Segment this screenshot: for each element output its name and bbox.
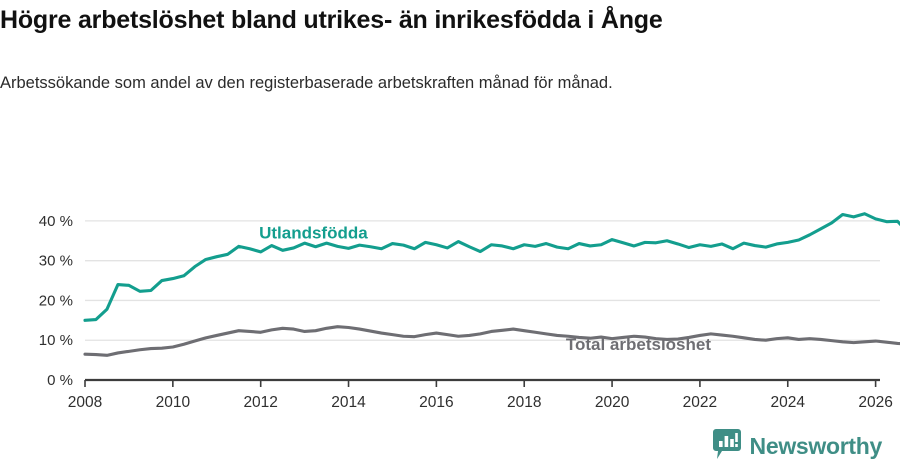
x-axis-tick-label: 2012 [243, 394, 277, 411]
x-axis-tick-label: 2022 [683, 394, 717, 411]
series-lines [83, 212, 900, 357]
x-axis-tick-label: 2014 [331, 394, 366, 411]
x-axis-tick-label: 2020 [595, 394, 630, 411]
page-title: Högre arbetslöshet bland utrikes- än inr… [0, 6, 663, 34]
x-axis-labels: 2008 2010 2012 2014 2016 2018 2020 2022 2024 2026 [68, 394, 893, 411]
series-label-total: Total arbetslöshet [566, 335, 711, 354]
gridlines [85, 220, 880, 341]
y-axis-tick-label: 30 % [39, 253, 73, 270]
x-axis-tick-label: 2010 [156, 394, 191, 411]
page-subtitle: Arbetssökande som andel av den registerb… [0, 74, 613, 92]
brand-name: Newsworthy [749, 433, 883, 459]
x-axis-tick-label: 2024 [771, 394, 806, 411]
y-axis-tick-label: 10 % [39, 332, 73, 349]
x-axis-tick-label: 2018 [507, 394, 541, 411]
y-axis-tick-label: 20 % [39, 292, 73, 309]
x-axis-tick-label: 2026 [858, 394, 892, 411]
y-axis-tick-label: 0 % [47, 372, 73, 389]
y-axis-tick-label: 40 % [39, 213, 73, 230]
series-line-total [83, 325, 900, 357]
series-inline-labels: Utlandsfödda Total arbetslöshet [259, 223, 711, 353]
y-axis-labels: 0 % 10 % 20 % 30 % 40 % [39, 213, 73, 389]
x-axis-tick-label: 2008 [68, 394, 102, 411]
x-axis [84, 378, 880, 387]
series-line-utlandsfodda [83, 212, 900, 322]
series-label-utlandsfodda: Utlandsfödda [259, 223, 368, 242]
x-axis-tick-label: 2016 [419, 394, 453, 411]
newsworthy-brand: Newsworthy [712, 429, 883, 464]
bar-chart-bubble-icon [712, 429, 741, 464]
chart-area: 0 % 10 % 20 % 30 % 40 % 2008 2010 2012 2014 2016… [0, 175, 900, 415]
line-chart: 0 % 10 % 20 % 30 % 40 % 2008 2010 2012 2014 2016… [39, 212, 900, 411]
